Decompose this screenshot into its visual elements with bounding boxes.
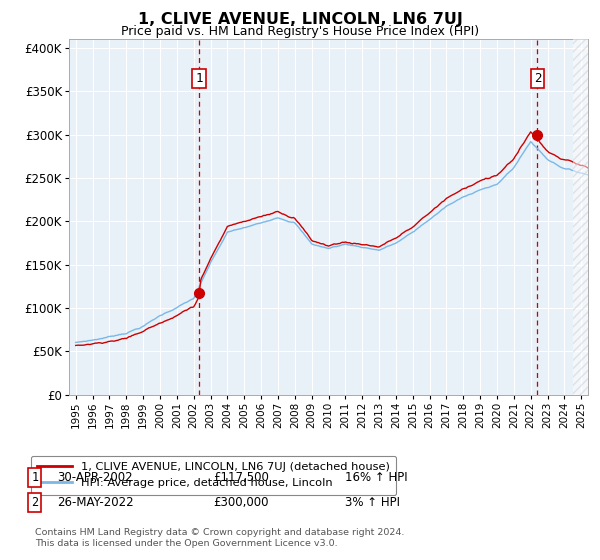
Text: 30-APR-2002: 30-APR-2002 [57,471,133,484]
Text: 1: 1 [196,72,203,85]
Text: 2: 2 [31,496,38,509]
Text: 2: 2 [533,72,541,85]
Text: Price paid vs. HM Land Registry's House Price Index (HPI): Price paid vs. HM Land Registry's House … [121,25,479,38]
Text: 16% ↑ HPI: 16% ↑ HPI [345,471,407,484]
Text: £300,000: £300,000 [213,496,269,509]
Text: 1: 1 [31,471,38,484]
Bar [573,39,588,395]
Text: 1, CLIVE AVENUE, LINCOLN, LN6 7UJ: 1, CLIVE AVENUE, LINCOLN, LN6 7UJ [137,12,463,27]
Text: 26-MAY-2022: 26-MAY-2022 [57,496,134,509]
Text: £117,500: £117,500 [213,471,269,484]
Text: 3% ↑ HPI: 3% ↑ HPI [345,496,400,509]
Text: Contains HM Land Registry data © Crown copyright and database right 2024.
This d: Contains HM Land Registry data © Crown c… [35,528,404,548]
Legend: 1, CLIVE AVENUE, LINCOLN, LN6 7UJ (detached house), HPI: Average price, detached: 1, CLIVE AVENUE, LINCOLN, LN6 7UJ (detac… [31,456,397,495]
